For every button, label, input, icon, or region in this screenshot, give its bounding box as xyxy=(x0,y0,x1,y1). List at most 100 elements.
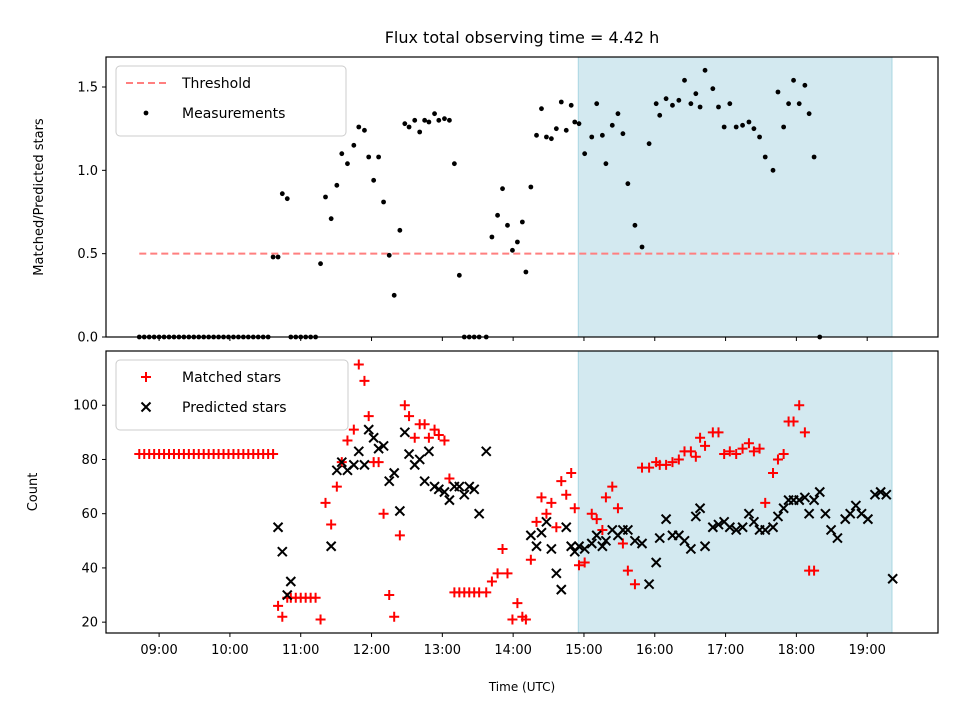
x-tick-label: 18:00 xyxy=(778,643,815,658)
matched-point xyxy=(597,524,608,535)
matched-point xyxy=(497,543,508,554)
measurement-point xyxy=(786,101,791,107)
predicted-point xyxy=(803,508,815,519)
matched-point xyxy=(685,446,696,457)
predicted-point xyxy=(384,475,395,487)
measurement-point xyxy=(682,77,687,83)
measurement-point xyxy=(702,67,708,73)
predicted-point xyxy=(579,543,590,555)
matched-point xyxy=(760,497,771,508)
measurement-point xyxy=(657,112,663,118)
matched-point xyxy=(541,508,552,519)
matched-point xyxy=(342,435,353,446)
predicted-point xyxy=(767,522,779,533)
matched-point xyxy=(378,508,389,519)
matched-point xyxy=(394,530,405,541)
matched-point xyxy=(617,538,628,549)
measurement-point xyxy=(599,132,605,138)
predicted-point xyxy=(399,427,411,438)
matched-point xyxy=(569,503,580,514)
measurement-point xyxy=(791,77,796,83)
y-tick-label: 40 xyxy=(81,561,98,576)
matched-point xyxy=(644,462,655,473)
matched-point xyxy=(731,449,742,460)
measurement-point xyxy=(391,292,397,298)
predicted-point xyxy=(531,541,542,552)
measurement-point xyxy=(514,239,520,245)
measurement-point xyxy=(746,119,752,125)
measurement-point xyxy=(528,184,534,190)
predicted-point xyxy=(368,432,379,443)
measurement-point xyxy=(603,161,609,167)
measurement-point xyxy=(646,141,652,147)
measurement-point xyxy=(544,134,549,140)
predicted-point xyxy=(600,535,612,547)
predicted-point xyxy=(820,508,831,519)
measurement-point xyxy=(417,129,423,135)
predicted-point xyxy=(541,516,552,528)
measurement-point xyxy=(371,177,377,183)
measurement-point xyxy=(615,111,621,117)
measurement-point xyxy=(727,101,733,107)
measurement-point xyxy=(806,111,812,117)
matched-point xyxy=(591,514,602,525)
x-tick-label: 10:00 xyxy=(211,643,248,658)
predicted-point xyxy=(748,516,760,528)
predicted-point xyxy=(685,543,697,555)
measurement-point xyxy=(733,124,739,130)
matched-point xyxy=(690,451,701,462)
matched-point xyxy=(353,359,364,370)
matched-point xyxy=(277,611,288,622)
measurement-point xyxy=(362,127,367,133)
y-axis-label: Count xyxy=(26,473,41,512)
matched-point xyxy=(574,560,585,571)
predicted-point xyxy=(724,522,736,533)
predicted-point xyxy=(459,489,470,500)
y-tick-label: 1.0 xyxy=(77,164,98,179)
matched-point xyxy=(629,579,640,590)
legend-label: Measurements xyxy=(182,106,285,122)
measurement-point xyxy=(558,99,564,105)
predicted-point xyxy=(331,465,343,476)
predicted-point xyxy=(525,530,537,541)
predicted-point xyxy=(551,568,562,579)
y-tick-label: 100 xyxy=(73,399,98,414)
predicted-point xyxy=(825,524,837,536)
predicted-point xyxy=(591,530,602,541)
legend-marker-predicted xyxy=(140,401,152,413)
y-tick-label: 0.0 xyxy=(77,331,98,346)
predicted-point xyxy=(439,486,450,498)
x-tick-label: 14:00 xyxy=(494,643,531,658)
measurement-point xyxy=(688,101,694,107)
predicted-point xyxy=(869,489,881,500)
matched-point xyxy=(600,492,611,503)
matched-point xyxy=(331,481,342,492)
measurement-point xyxy=(721,124,727,130)
predicted-point xyxy=(277,546,288,557)
matched-point xyxy=(409,432,420,443)
matched-point xyxy=(612,503,623,514)
predicted-point xyxy=(473,508,485,519)
matched-point xyxy=(404,411,415,422)
predicted-point xyxy=(808,494,820,506)
matched-point xyxy=(586,508,597,519)
predicted-point xyxy=(679,535,690,547)
measurement-point xyxy=(609,122,615,128)
series-predicted-stars xyxy=(272,424,898,601)
matched-point xyxy=(661,459,672,470)
measurement-point xyxy=(716,104,721,110)
matched-point xyxy=(546,497,557,508)
measurement-point xyxy=(757,134,762,140)
measurement-point xyxy=(572,119,578,125)
measurement-point xyxy=(563,127,569,133)
observing-span xyxy=(577,350,893,634)
legend-label: Predicted stars xyxy=(182,400,287,416)
measurement-point xyxy=(275,254,281,260)
chart-title: Flux total observing time = 4.42 h xyxy=(385,28,660,47)
predicted-point xyxy=(743,508,755,519)
measurement-point xyxy=(594,101,600,107)
predicted-point xyxy=(285,576,297,587)
measurement-point xyxy=(406,124,412,130)
predicted-point xyxy=(875,486,886,498)
predicted-point xyxy=(643,578,655,590)
